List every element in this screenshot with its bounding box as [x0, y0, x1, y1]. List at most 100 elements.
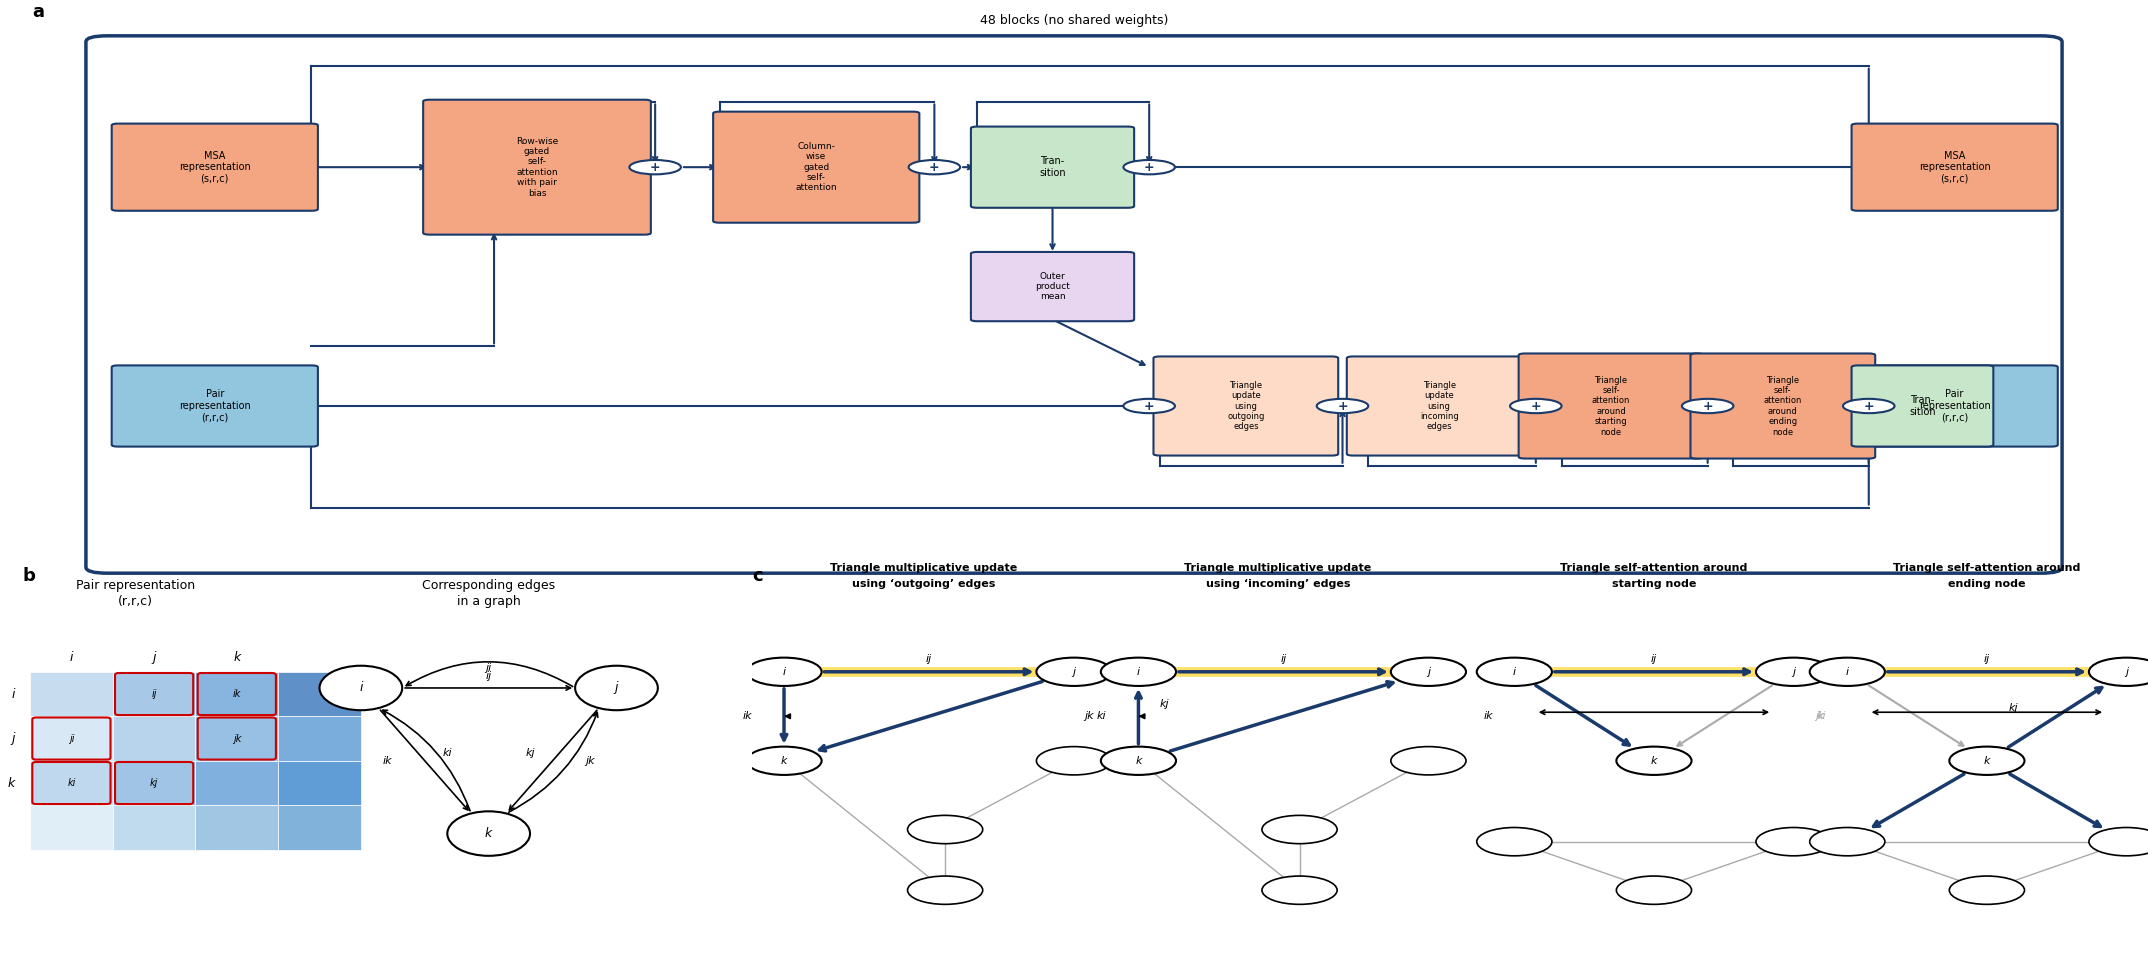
Circle shape	[1617, 876, 1693, 904]
Circle shape	[2088, 658, 2148, 686]
Bar	[279, 761, 361, 805]
Text: Corresponding edges: Corresponding edges	[423, 579, 554, 591]
Bar	[112, 761, 195, 805]
FancyBboxPatch shape	[1690, 353, 1875, 458]
Circle shape	[1510, 399, 1562, 413]
Text: i: i	[69, 651, 73, 664]
Text: Triangle multiplicative update: Triangle multiplicative update	[829, 562, 1018, 573]
Circle shape	[320, 665, 402, 710]
Text: Pair
representation
(r,r,c): Pair representation (r,r,c)	[178, 389, 251, 423]
Text: kj: kj	[1160, 699, 1169, 709]
Circle shape	[1263, 876, 1336, 904]
Circle shape	[1950, 876, 2023, 904]
Text: k: k	[780, 756, 788, 766]
Bar	[112, 716, 195, 761]
Text: using ‘incoming’ edges: using ‘incoming’ edges	[1205, 579, 1351, 588]
Text: i: i	[359, 682, 363, 694]
Text: kj: kj	[526, 747, 535, 758]
Text: starting node: starting node	[1611, 579, 1697, 588]
FancyBboxPatch shape	[1852, 123, 2058, 211]
Text: i: i	[782, 666, 786, 677]
Bar	[195, 805, 279, 849]
Text: j: j	[1791, 666, 1796, 677]
Text: ji: ji	[485, 663, 492, 673]
Text: kj: kj	[150, 778, 159, 788]
Text: +: +	[1532, 400, 1540, 412]
Text: c: c	[752, 566, 763, 585]
Bar	[195, 716, 279, 761]
Text: +: +	[1338, 400, 1347, 412]
Circle shape	[1617, 746, 1693, 775]
FancyBboxPatch shape	[423, 100, 651, 235]
Text: kj: kj	[2008, 703, 2017, 714]
Text: k: k	[1650, 756, 1658, 766]
Text: in a graph: in a graph	[458, 595, 520, 608]
Text: jk: jk	[1815, 712, 1824, 721]
Text: ki: ki	[1098, 712, 1106, 721]
Circle shape	[1123, 160, 1175, 174]
Text: j: j	[1072, 666, 1076, 677]
Text: Row-wise
gated
self-
attention
with pair
bias: Row-wise gated self- attention with pair…	[516, 137, 558, 197]
Text: (r,r,c): (r,r,c)	[118, 595, 153, 608]
Circle shape	[1478, 827, 1551, 856]
Text: ij: ij	[150, 690, 157, 699]
Text: ik: ik	[743, 712, 752, 721]
Bar	[112, 672, 195, 716]
FancyBboxPatch shape	[1852, 365, 1993, 447]
Text: ij: ij	[1652, 654, 1656, 664]
FancyBboxPatch shape	[1153, 356, 1338, 455]
Text: i: i	[1512, 666, 1516, 677]
Text: Tran-
sition: Tran- sition	[1040, 156, 1065, 178]
Text: i: i	[11, 688, 15, 700]
Bar	[30, 716, 112, 761]
Text: k: k	[234, 651, 241, 664]
Circle shape	[1317, 399, 1368, 413]
FancyBboxPatch shape	[112, 123, 318, 211]
Text: k: k	[485, 827, 492, 840]
Text: Triangle
self-
attention
around
starting
node: Triangle self- attention around starting…	[1592, 376, 1630, 436]
Circle shape	[909, 160, 960, 174]
FancyBboxPatch shape	[971, 252, 1134, 322]
Circle shape	[1478, 658, 1551, 686]
Text: Triangle self-attention around: Triangle self-attention around	[1559, 562, 1748, 573]
Bar	[279, 716, 361, 761]
Text: Triangle
self-
attention
around
ending
node: Triangle self- attention around ending n…	[1764, 376, 1802, 436]
Circle shape	[2088, 827, 2148, 856]
Text: Triangle
update
using
outgoing
edges: Triangle update using outgoing edges	[1227, 380, 1265, 431]
Circle shape	[576, 665, 657, 710]
Circle shape	[906, 876, 982, 904]
Text: j: j	[11, 732, 15, 745]
Text: MSA
representation
(s,r,c): MSA representation (s,r,c)	[1918, 150, 1991, 184]
Circle shape	[1392, 746, 1465, 775]
Text: jk: jk	[1085, 712, 1093, 721]
Text: Pair
representation
(r,r,c): Pair representation (r,r,c)	[1918, 389, 1991, 423]
Text: ij: ij	[1280, 654, 1287, 664]
Circle shape	[1123, 399, 1175, 413]
Text: +: +	[1145, 400, 1153, 412]
Text: ki: ki	[442, 747, 451, 758]
Text: b: b	[21, 566, 34, 585]
Text: j: j	[2124, 666, 2129, 677]
Circle shape	[1102, 746, 1177, 775]
FancyBboxPatch shape	[971, 126, 1134, 208]
Text: ending node: ending node	[1948, 579, 2026, 588]
Text: j: j	[614, 682, 619, 694]
Circle shape	[1682, 399, 1733, 413]
Circle shape	[1392, 658, 1465, 686]
Text: k: k	[9, 776, 15, 790]
Text: Triangle multiplicative update: Triangle multiplicative update	[1184, 562, 1373, 573]
Text: using ‘outgoing’ edges: using ‘outgoing’ edges	[853, 579, 995, 588]
Circle shape	[1757, 827, 1830, 856]
FancyBboxPatch shape	[713, 112, 919, 222]
Circle shape	[1757, 658, 1830, 686]
Text: jk: jk	[586, 756, 595, 766]
Circle shape	[1102, 658, 1177, 686]
Circle shape	[1809, 658, 1886, 686]
Text: +: +	[651, 161, 659, 173]
Circle shape	[1809, 827, 1886, 856]
Text: Triangle
update
using
incoming
edges: Triangle update using incoming edges	[1420, 380, 1458, 431]
Text: a: a	[32, 3, 45, 21]
Bar	[30, 805, 112, 849]
Text: i: i	[1136, 666, 1141, 677]
Text: Triangle self-attention around: Triangle self-attention around	[1892, 562, 2081, 573]
